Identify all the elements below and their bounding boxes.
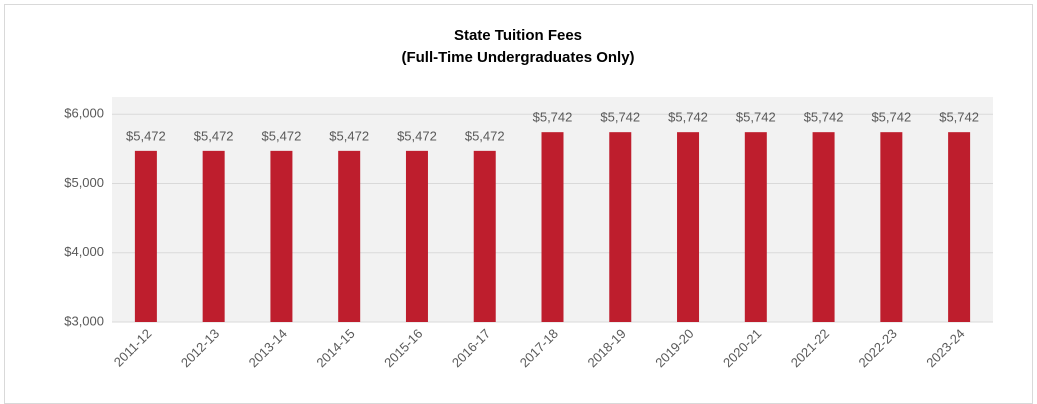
bar <box>609 132 632 322</box>
chart-subtitle: (Full-Time Undergraduates Only) <box>401 49 634 66</box>
bar <box>338 150 361 322</box>
bar <box>948 132 971 322</box>
data-label: $5,742 <box>804 110 844 125</box>
data-label: $5,472 <box>329 128 369 143</box>
bar <box>473 150 496 322</box>
data-label: $5,472 <box>194 128 234 143</box>
y-tick-label: $3,000 <box>64 313 104 328</box>
y-tick-label: $4,000 <box>64 244 104 259</box>
data-label: $5,742 <box>668 110 708 125</box>
data-label: $5,742 <box>600 110 640 125</box>
bar <box>541 132 564 322</box>
bar <box>812 132 835 322</box>
y-tick-label: $6,000 <box>64 106 104 121</box>
bar <box>270 150 293 322</box>
data-label: $5,742 <box>939 110 979 125</box>
data-label: $5,472 <box>262 128 302 143</box>
y-tick-label: $5,000 <box>64 175 104 190</box>
data-label: $5,472 <box>465 128 505 143</box>
bar <box>405 150 428 322</box>
bar <box>880 132 903 322</box>
bar <box>677 132 700 322</box>
data-label: $5,472 <box>397 128 437 143</box>
bar <box>744 132 767 322</box>
chart-title: State Tuition Fees <box>454 27 582 44</box>
bar <box>202 150 225 322</box>
data-label: $5,742 <box>871 110 911 125</box>
data-label: $5,742 <box>736 110 776 125</box>
data-label: $5,472 <box>126 128 166 143</box>
data-label: $5,742 <box>533 110 573 125</box>
bar <box>134 150 157 322</box>
